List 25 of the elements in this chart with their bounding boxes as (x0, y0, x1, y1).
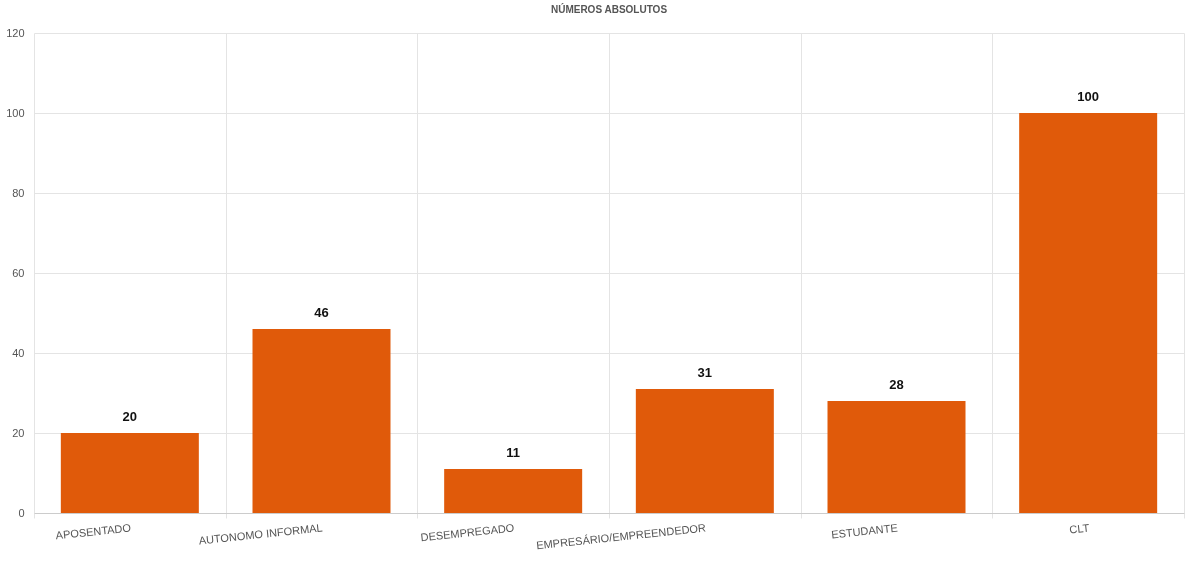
data-label: 28 (889, 377, 904, 392)
bar (635, 389, 774, 513)
data-label: 100 (1077, 89, 1100, 104)
y-tick-label: 80 (12, 186, 25, 199)
y-tick-label: 100 (6, 106, 25, 119)
bar (827, 401, 966, 513)
bar (444, 469, 583, 513)
y-tick-label: 40 (12, 346, 25, 359)
x-tick-label: DESEMPREGADO (419, 521, 516, 544)
x-tick-label: ESTUDANTE (830, 521, 899, 541)
bar (252, 329, 391, 513)
data-label: 46 (314, 305, 329, 320)
data-label: 20 (122, 409, 138, 424)
y-tick-label: 20 (12, 426, 25, 439)
x-tick-label: APOSENTADO (55, 521, 132, 542)
data-label: 31 (697, 365, 713, 380)
y-tick-label: 120 (6, 26, 25, 39)
y-tick-label: 0 (18, 506, 25, 519)
bar (60, 433, 199, 513)
x-tick-label: CLT (1068, 521, 1091, 536)
bar (1019, 113, 1158, 513)
chart-title: NÚMEROS ABSOLUTOS (550, 3, 668, 15)
data-label: 11 (506, 445, 521, 460)
x-tick-label: AUTONOMO INFORMAL (198, 521, 324, 547)
y-tick-label: 60 (12, 266, 25, 279)
